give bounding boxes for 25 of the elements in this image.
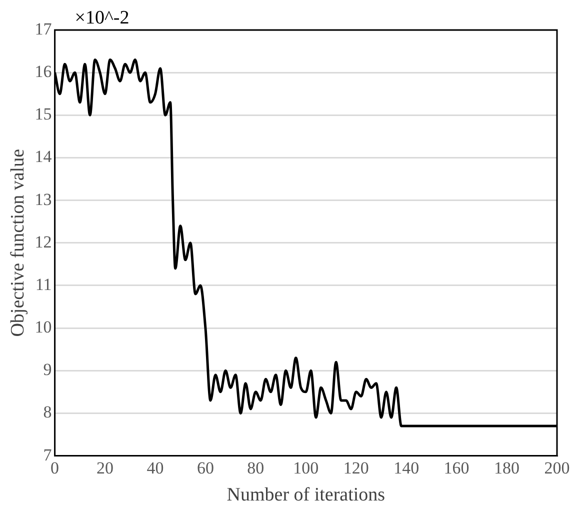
y-tick-label: 14 <box>34 147 52 166</box>
y-tick-label: 17 <box>34 19 52 38</box>
x-tick-label: 160 <box>444 458 470 478</box>
y-tick-label: 16 <box>34 62 52 82</box>
x-tick-label: 40 <box>146 458 164 478</box>
y-tick-label: 8 <box>43 402 52 422</box>
x-tick-label: 20 <box>96 458 114 478</box>
text: ×10^-2 <box>74 7 130 28</box>
x-tick-label: 180 <box>494 458 520 478</box>
x-tick-label: 100 <box>293 458 319 478</box>
x-tick-label: 140 <box>394 458 420 478</box>
x-tick-label: 120 <box>343 458 369 478</box>
y-tick-label: 11 <box>35 274 52 294</box>
y-tick-label: 7 <box>43 445 52 464</box>
y-tick-label: 13 <box>34 190 52 209</box>
y-tick-label: 10 <box>34 318 52 337</box>
y-tick-label: 9 <box>43 360 52 380</box>
x-tick-label: 60 <box>196 458 214 478</box>
x-tick-label: 0 <box>50 458 60 478</box>
y-axis-title: Objective function value <box>7 148 28 337</box>
y-tick-label: 15 <box>34 104 52 124</box>
x-axis-title: Number of iterations <box>226 484 386 506</box>
x-tick-label: 80 <box>247 458 264 478</box>
y-tick-label: 12 <box>34 232 52 252</box>
x-tick-label: 200 <box>544 458 570 478</box>
